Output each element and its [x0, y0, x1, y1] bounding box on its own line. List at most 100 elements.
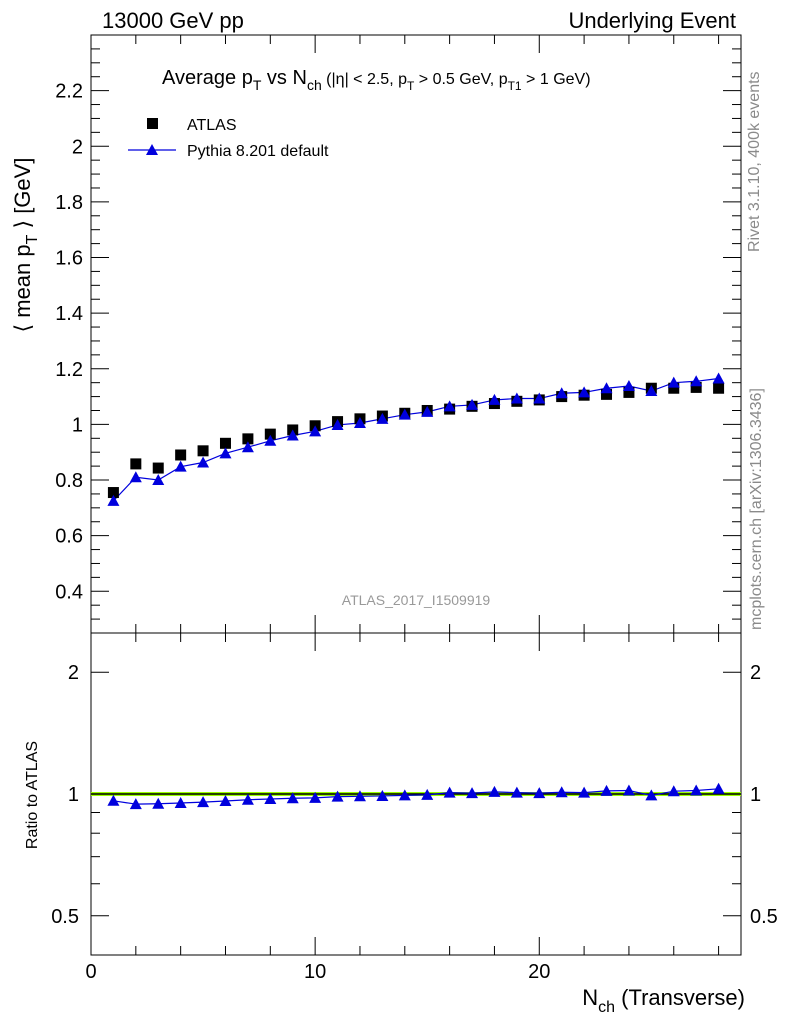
- pythia-data-point: [645, 385, 658, 397]
- pythia-data-point: [622, 380, 635, 392]
- pythia-data-point: [421, 405, 434, 417]
- pythia-data-point: [510, 392, 523, 404]
- pythia-data-point: [264, 434, 277, 446]
- main-y-tick-label: 0.8: [55, 470, 83, 492]
- ratio-data-point: [174, 797, 187, 809]
- ratio-data-point: [129, 798, 142, 810]
- atlas-data-point: [264, 428, 276, 440]
- ratio-data-point: [712, 782, 725, 794]
- main-y-tick-label: 2.2: [55, 81, 83, 103]
- ratio-data-point: [152, 797, 165, 809]
- ratio-data-point: [600, 784, 613, 796]
- ratio-y-tick-label-right: 0.5: [750, 906, 778, 928]
- ratio-data-point: [488, 785, 501, 797]
- pythia-data-point: [331, 418, 344, 430]
- x-axis-label: Nch (Transverse): [582, 985, 745, 1016]
- ratio-data-point: [421, 788, 434, 800]
- atlas-data-point: [197, 445, 209, 457]
- mcplots-label: mcplots.cern.ch [arXiv:1306.3436]: [748, 388, 765, 630]
- ratio-data-point: [533, 787, 546, 799]
- rivet-label: Rivet 3.1.10, 400k events: [746, 71, 763, 252]
- ratio-data-point: [667, 785, 680, 797]
- ratio-data-point: [353, 790, 366, 802]
- main-y-tick-label: 1.6: [55, 248, 83, 270]
- main-y-tick-label: 1.2: [55, 359, 83, 381]
- pythia-data-point: [690, 375, 703, 387]
- main-y-tick-label: 1: [72, 414, 83, 436]
- atlas-data-point: [130, 458, 142, 470]
- main-y-axis-label: ⟨ mean pT ⟩ [GeV]: [10, 158, 41, 333]
- atlas-data-point: [152, 462, 164, 474]
- legend-marker-atlas: [147, 118, 158, 129]
- ratio-data-point: [555, 786, 568, 798]
- ratio-y-tick-label-left: 1: [68, 784, 79, 806]
- main-title: Average pT vs Nch (|η| < 2.5, pT > 0.5 G…: [162, 67, 591, 93]
- pythia-data-point: [241, 441, 254, 453]
- ratio-data-point: [510, 786, 523, 798]
- x-tick-label: 0: [85, 961, 96, 983]
- main-y-tick-label: 2: [72, 136, 83, 158]
- ratio-data-point: [622, 784, 635, 796]
- atlas-data-point: [107, 487, 119, 499]
- ratio-data-point: [376, 789, 389, 801]
- ratio-data-point: [219, 794, 232, 806]
- ratio-data-point: [645, 789, 658, 801]
- pythia-data-point: [443, 400, 456, 412]
- pythia-data-point: [107, 494, 120, 506]
- atlas-data-point: [242, 433, 254, 445]
- atlas-data-point: [690, 381, 702, 393]
- ratio-data-point: [331, 790, 344, 802]
- ratio-data-point: [578, 786, 591, 798]
- ratio-y-tick-label-right: 1: [750, 784, 761, 806]
- ratio-data-point: [286, 792, 299, 804]
- legend-label-pythia: Pythia 8.201 default: [187, 143, 329, 160]
- legend-label-atlas: ATLAS: [187, 117, 237, 134]
- pythia-data-point: [219, 447, 232, 459]
- ratio-data-point: [398, 789, 411, 801]
- pythia-data-point: [488, 393, 501, 405]
- atlas-data-point: [175, 449, 187, 461]
- ratio-data-point: [264, 792, 277, 804]
- pythia-data-point: [712, 372, 725, 384]
- ratio-data-point: [309, 791, 322, 803]
- main-y-tick-label: 1.8: [55, 192, 83, 214]
- header-right: Underlying Event: [568, 8, 736, 33]
- analysis-watermark: ATLAS_2017_I1509919: [342, 592, 491, 608]
- atlas-data-point: [623, 386, 635, 398]
- main-y-tick-label: 1.4: [55, 303, 83, 325]
- legend-marker-pythia: [146, 144, 158, 155]
- pythia-data-point: [152, 474, 165, 486]
- main-y-tick-label: 0.4: [55, 581, 83, 603]
- atlas-data-point: [713, 382, 725, 394]
- pythia-data-point: [667, 376, 680, 388]
- pythia-data-point: [376, 412, 389, 424]
- ratio-data-point: [690, 784, 703, 796]
- pythia-data-point: [353, 417, 366, 429]
- header-left: 13000 GeV pp: [102, 8, 244, 33]
- pythia-data-point: [129, 471, 142, 483]
- main-y-tick-label: 0.6: [55, 526, 83, 548]
- ratio-y-tick-label-left: 0.5: [51, 906, 79, 928]
- pythia-data-point: [286, 429, 299, 441]
- ratio-data-point: [107, 794, 120, 806]
- pythia-data-point: [309, 425, 322, 437]
- ratio-y-tick-label-right: 2: [750, 662, 761, 684]
- ratio-series-line: [113, 788, 719, 805]
- pythia-data-point: [555, 387, 568, 399]
- atlas-data-point: [601, 388, 613, 400]
- pythia-data-point: [197, 456, 210, 468]
- ratio-data-point: [466, 787, 479, 799]
- atlas-data-point: [668, 382, 680, 394]
- x-tick-label: 10: [304, 961, 326, 983]
- x-tick-label: 20: [528, 961, 550, 983]
- pythia-data-point: [578, 386, 591, 398]
- ratio-data-point: [443, 786, 456, 798]
- pythia-data-point: [398, 408, 411, 420]
- atlas-data-point: [219, 437, 231, 449]
- ratio-data-point: [197, 796, 210, 808]
- pythia-data-point: [600, 382, 613, 394]
- pythia-data-point: [533, 392, 546, 404]
- ratio-data-point: [241, 793, 254, 805]
- ratio-y-tick-label-left: 2: [68, 662, 79, 684]
